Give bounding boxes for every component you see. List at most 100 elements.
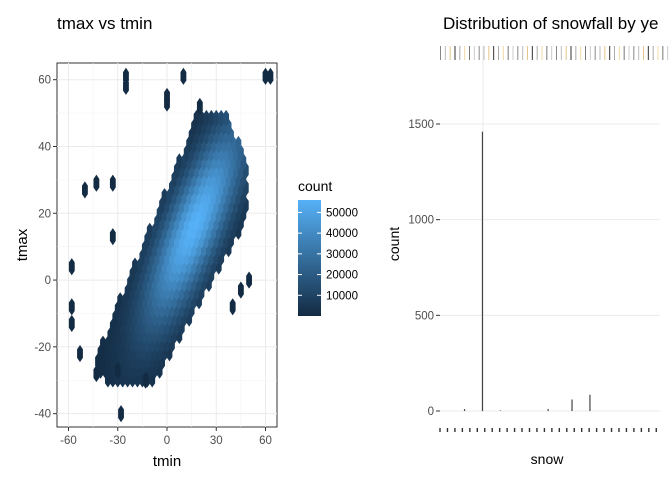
hexbin-cell-sparse (68, 314, 75, 333)
strip-mark (647, 46, 649, 60)
bar-x-axis-label: snow (531, 451, 565, 467)
strip-mark (585, 46, 586, 60)
hexbin-title: tmax vs tmin (57, 14, 152, 33)
hexbin-cell-sparse (142, 371, 149, 389)
bar (499, 410, 501, 411)
color-legend: count 10000 20000 30000 40000 50000 (298, 178, 358, 316)
hexbin-cell-sparse (237, 281, 244, 299)
strip-mark (614, 46, 615, 60)
strip-mark (594, 46, 596, 60)
hexbin-panel: tmax vs tmin -60 -30 0 30 60 -40 -20 0 20 40 60 t… (14, 14, 278, 470)
hexbin-cell-sparse (267, 67, 274, 85)
hexbin-cell-sparse (262, 67, 269, 85)
strip-mark (628, 46, 630, 60)
hexbin-y-tick-label: -40 (34, 409, 51, 421)
bar (481, 131, 484, 411)
bar-y-ticks: 0 500 1000 1500 (408, 119, 660, 418)
hexbin-y-tick-label: 40 (38, 141, 51, 153)
strip-mark (488, 46, 490, 60)
hexbin-cell (203, 109, 210, 127)
hexbin-cell (193, 109, 200, 127)
strip-mark (643, 46, 644, 60)
legend-title: count (298, 178, 332, 194)
hexbin-cell (218, 109, 225, 127)
hexbin-x-ticks: -60 -30 0 30 60 (60, 427, 272, 447)
strip-mark (517, 46, 519, 60)
hexbin-cell-sparse (246, 271, 252, 289)
hexbin-x-tick-label: -60 (60, 435, 77, 447)
strip-mark (546, 46, 548, 60)
strip-mark (560, 46, 562, 60)
legend-tick-label: 30000 (326, 249, 358, 261)
hexbin-cell (100, 335, 106, 353)
strip-mark (618, 46, 620, 60)
hexbin-cell (176, 153, 183, 171)
hexbin-y-tick-label: 0 (45, 275, 51, 287)
strip-mark (444, 46, 446, 60)
strip-mark (502, 46, 504, 60)
hexbin-y-ticks: -40 -20 0 20 40 60 (34, 75, 57, 421)
bar-y-tick-label: 500 (415, 310, 434, 322)
hexbin-cell-sparse (229, 298, 236, 316)
strip-mark (449, 46, 451, 60)
hexbin-cell-sparse (118, 405, 124, 423)
strip-mark (570, 46, 572, 60)
bar-top-strip (440, 46, 669, 60)
strip-mark (473, 46, 475, 60)
bar-x-ticks (439, 428, 657, 432)
strip-mark (464, 46, 466, 60)
strip-mark (604, 46, 606, 60)
strip-mark (556, 46, 557, 60)
hexbin-x-tick-label: -30 (109, 435, 126, 447)
hexbin-cell-sparse (164, 94, 170, 112)
bar-bars (463, 131, 591, 411)
strip-mark (551, 46, 553, 60)
hexbin-y-tick-label: 60 (38, 75, 51, 87)
legend-tick-label: 10000 (326, 290, 358, 302)
hexbin-cell-sparse (82, 181, 88, 199)
legend-tick-label: 50000 (326, 207, 358, 219)
hexbin-cell (235, 135, 242, 154)
strip-mark (459, 46, 461, 60)
strip-mark (498, 46, 499, 60)
hexbin-cell-sparse (123, 77, 129, 95)
bar (463, 409, 466, 411)
strip-mark (536, 46, 538, 60)
hexbin-cell-sparse (180, 67, 187, 85)
hexbin-cell-sparse (77, 344, 83, 363)
strip-mark (512, 46, 514, 60)
legend-tick-label: 20000 (326, 270, 358, 282)
hexbin-cell-sparse (93, 365, 100, 383)
bar-title: Distribution of snowfall by ye (443, 14, 658, 33)
hexbin-y-tick-label: 20 (38, 208, 51, 220)
hexbin-cell (161, 188, 168, 206)
hexbin-cell-sparse (93, 174, 100, 192)
hexbin-y-tick-label: -20 (34, 342, 51, 354)
bar-y-tick-label: 1500 (408, 119, 434, 131)
strip-mark (483, 46, 485, 60)
hexbin-cell-sparse (114, 361, 121, 379)
strip-mark (599, 46, 601, 60)
hexbin-cell (146, 222, 153, 240)
strip-mark (469, 46, 470, 60)
strip-mark (580, 46, 582, 60)
strip-mark (493, 46, 495, 60)
hexbin-y-axis-label: tmax (14, 228, 31, 261)
hexbin-cell (213, 109, 220, 127)
strip-mark (527, 46, 528, 60)
strip-mark (662, 46, 664, 60)
hexbin-cell-sparse (109, 228, 116, 246)
hexbin-cell (132, 257, 138, 275)
bar-y-tick-label: 1000 (408, 215, 434, 227)
strip-mark (507, 46, 509, 60)
strip-mark (565, 46, 567, 60)
hexbin-cell (117, 292, 124, 310)
hexbin-x-tick-label: 60 (259, 435, 272, 447)
strip-mark (541, 46, 543, 60)
strip-mark (522, 46, 524, 60)
strip-mark (440, 46, 441, 60)
strip-mark (623, 46, 625, 60)
strip-mark (478, 46, 480, 60)
